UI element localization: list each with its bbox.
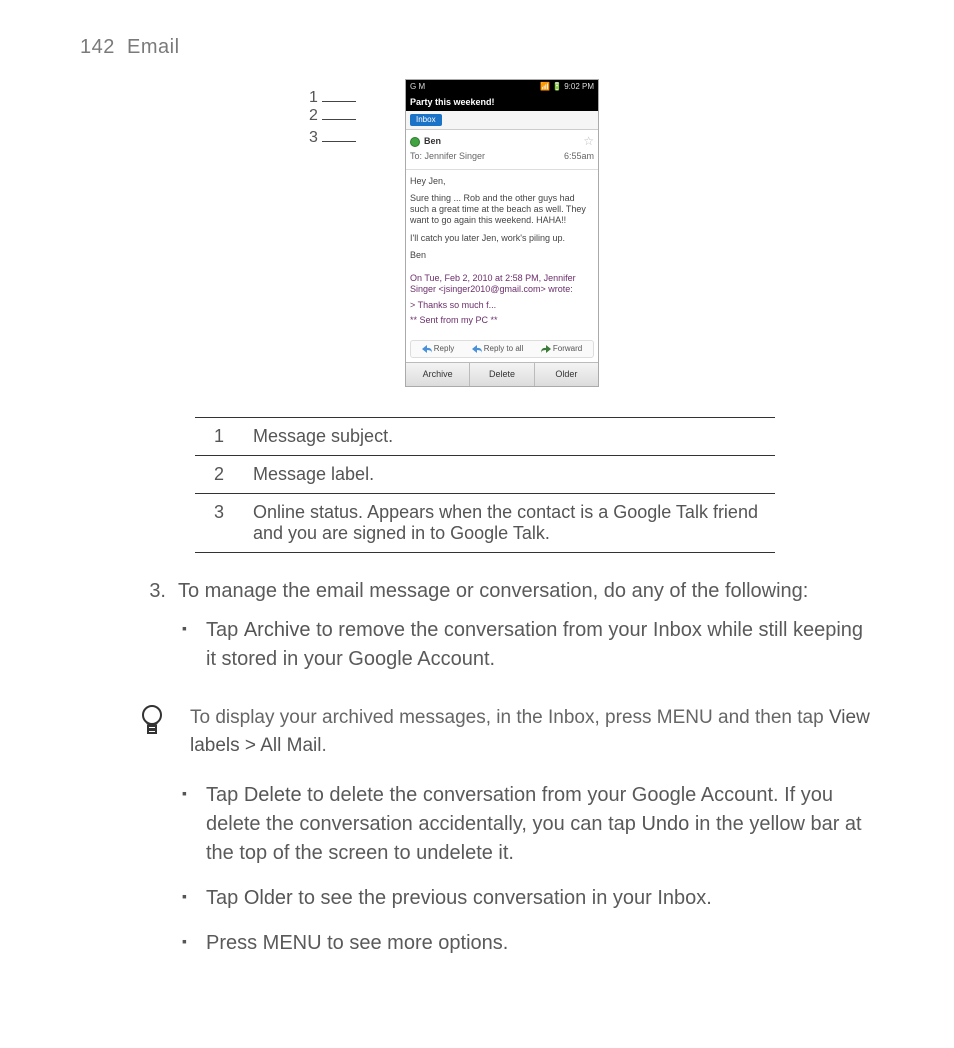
from-row: Ben ☆ bbox=[406, 130, 598, 149]
delete-button[interactable]: Delete bbox=[470, 363, 534, 386]
archive-button[interactable]: Archive bbox=[406, 363, 470, 386]
tip-row: To display your archived messages, in th… bbox=[80, 704, 874, 759]
section-title: Email bbox=[127, 36, 180, 58]
star-icon[interactable]: ☆ bbox=[583, 134, 594, 149]
to-field: To: Jennifer Singer bbox=[410, 151, 485, 162]
from-name: Ben bbox=[424, 136, 583, 147]
phone-figure: 1 2 3 G M 📶🔋9:02 PM Party this weekend! … bbox=[357, 79, 597, 387]
table-row: 1Message subject. bbox=[195, 418, 775, 456]
reply-all-button[interactable]: Reply to all bbox=[472, 344, 524, 354]
list-item: Tap Older to see the previous conversati… bbox=[178, 884, 874, 913]
table-row: 3Online status. Appears when the contact… bbox=[195, 494, 775, 553]
reply-button[interactable]: Reply bbox=[422, 344, 454, 354]
label-bar: Inbox bbox=[406, 111, 598, 130]
forward-button[interactable]: Forward bbox=[541, 344, 582, 354]
older-button[interactable]: Older bbox=[535, 363, 598, 386]
reply-bar: Reply Reply to all Forward bbox=[410, 340, 594, 358]
lightbulb-icon bbox=[128, 704, 176, 741]
page-header: 142 Email bbox=[80, 36, 874, 59]
callout-2: 2 bbox=[309, 111, 356, 129]
to-row: To: Jennifer Singer 6:55am bbox=[406, 149, 598, 169]
callout-legend: 1Message subject. 2Message label. 3Onlin… bbox=[195, 417, 775, 553]
status-bar: G M 📶🔋9:02 PM bbox=[406, 80, 598, 94]
table-row: 2Message label. bbox=[195, 456, 775, 494]
status-left: G M bbox=[410, 82, 425, 92]
list-item: Tap Delete to delete the conversation fr… bbox=[178, 781, 874, 868]
bottom-buttons: Archive Delete Older bbox=[406, 362, 598, 386]
bullet-list: Tap Archive to remove the conversation f… bbox=[178, 616, 874, 674]
quoted-text: On Tue, Feb 2, 2010 at 2:58 PM, Jennifer… bbox=[406, 273, 598, 336]
list-item: Tap Archive to remove the conversation f… bbox=[178, 616, 874, 674]
status-icons: 📶🔋9:02 PM bbox=[538, 82, 594, 92]
bullets-continued: Tap Delete to delete the conversation fr… bbox=[80, 771, 874, 974]
page-number: 142 bbox=[80, 36, 115, 58]
phone-screen: G M 📶🔋9:02 PM Party this weekend! Inbox … bbox=[405, 79, 599, 387]
step-number: 3. bbox=[138, 577, 166, 690]
tip-text: To display your archived messages, in th… bbox=[176, 704, 874, 759]
inbox-label-chip: Inbox bbox=[410, 114, 442, 126]
presence-icon bbox=[410, 137, 420, 147]
step-text: To manage the email message or conversat… bbox=[178, 580, 808, 602]
email-time: 6:55am bbox=[564, 151, 594, 162]
step-3: 3. To manage the email message or conver… bbox=[80, 577, 874, 690]
email-subject: Party this weekend! bbox=[406, 94, 598, 111]
bullet-list: Tap Delete to delete the conversation fr… bbox=[178, 781, 874, 958]
callout-3: 3 bbox=[309, 133, 356, 151]
email-body: Hey Jen, Sure thing ... Rob and the othe… bbox=[406, 170, 598, 274]
